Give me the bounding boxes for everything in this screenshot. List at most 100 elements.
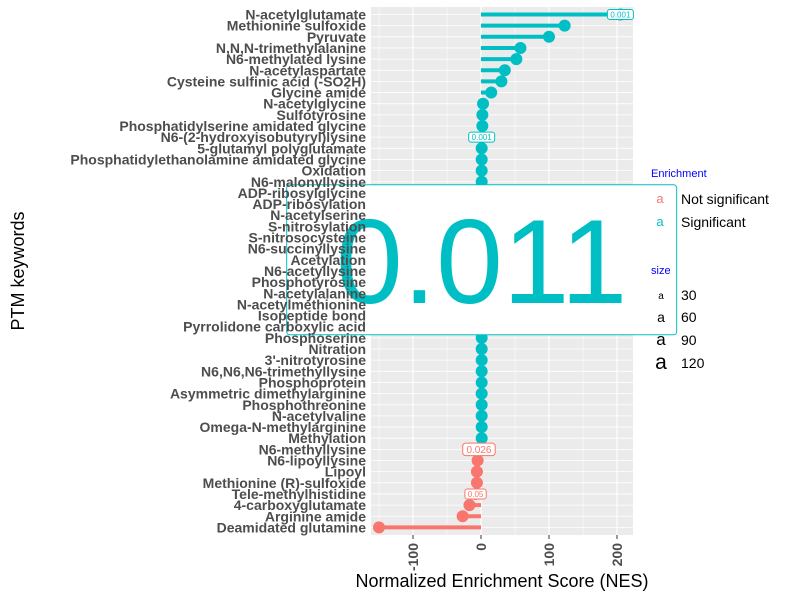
y-label-phosphothreonine: Phosphothreonine — [242, 397, 366, 413]
y-label-pyruvate: Pyruvate — [307, 29, 366, 45]
point-n6-n6-n6-trimethyllysine — [475, 365, 488, 378]
annotation-box-tele-methylhistidine — [464, 488, 487, 500]
point-n-acetylaspartate — [498, 64, 511, 77]
legend-size-key-120: a — [655, 351, 667, 374]
point-n6-methylated-lysine — [510, 53, 523, 66]
point-5-glutamyl-polyglutamate — [475, 142, 488, 155]
y-label-cysteine-sulfinic-acid-so2h: Cysteine sulfinic acid (-SO2H) — [167, 73, 366, 89]
point-asymmetric-dimethylarginine — [475, 387, 488, 400]
legend-label-significant: Significant — [681, 214, 746, 230]
y-label-3-nitrotyrosine: 3'-nitrotyrosine — [265, 352, 367, 368]
annotation-label-acetylation: 0.011 — [336, 195, 627, 329]
point-phosphoprotein — [475, 376, 488, 389]
legend-size-title: size — [651, 265, 671, 277]
x-tick-label-100: 100 — [541, 543, 557, 567]
y-label-sulfotyrosine: Sulfotyrosine — [277, 107, 367, 123]
y-label-lipoyl: Lipoyl — [325, 464, 366, 480]
y-label-n6-acetyllysine: N6-acetyllysine — [264, 263, 366, 279]
y-label-pyrrolidone-carboxylic-acid: Pyrrolidone carboxylic acid — [183, 319, 366, 335]
lollipop-marks: 0.001 0.001 0.011 0.026 0.05 — [286, 8, 678, 534]
y-label-n-acetylvaline: N-acetylvaline — [272, 408, 366, 424]
annotation-box-n-acetylglutamate — [606, 9, 634, 20]
y-label-phosphoserine: Phosphoserine — [265, 330, 366, 346]
point-phosphatidylserine-amidated-glycine — [476, 120, 489, 132]
point-n6-lipoyllysine — [471, 454, 484, 467]
y-label-n-acetylmethionine: N-acetylmethionine — [237, 296, 366, 312]
point-n-acetylglycine — [477, 97, 490, 110]
point-nitration — [475, 343, 488, 355]
annotation-box-acetylation — [286, 184, 678, 336]
annotation-box-n6-2-hydroxyisobutyryl-lysine — [468, 131, 496, 143]
legend-key-not-significant: a — [656, 191, 664, 206]
y-label-oxidation: Oxidation — [301, 163, 366, 179]
x-tick-label-neg100: -100 — [405, 543, 421, 571]
y-label-deamidated-glutamine: Deamidated glutamine — [217, 519, 367, 535]
y-label-n-acetylaspartate: N-acetylaspartate — [249, 62, 366, 78]
legend-enrichment-title: Enrichment — [651, 168, 707, 180]
point-phosphothreonine — [475, 398, 488, 411]
y-label-arginine-amide: Arginine amide — [265, 508, 366, 524]
annotation-label-n6-2-hydroxyisobutyryl-lysine: 0.001 — [472, 133, 493, 142]
x-axis-title: Normalized Enrichment Score (NES) — [355, 571, 648, 591]
point-4-carboxyglutamate — [463, 499, 476, 512]
legend-enrichment: Enrichment a Not significant a Significa… — [651, 168, 769, 230]
y-label-n-n-n-trimethylalanine: N,N,N-trimethylalanine — [216, 40, 366, 56]
point-phosphatidylethanolamine-amidated-glycine — [475, 153, 488, 166]
y-label-n6-methyllysine: N6-methyllysine — [259, 441, 367, 457]
point-pyruvate — [543, 30, 555, 43]
point-cysteine-sulfinic-acid-so2h — [495, 75, 508, 88]
point-methylation — [475, 432, 488, 445]
y-label-isopeptide-bond: Isopeptide bond — [258, 308, 366, 324]
point-n-acetylvaline — [475, 409, 488, 422]
y-label-phosphotyrosine: Phosphotyrosine — [252, 274, 367, 290]
y-label-n6-n6-n6-trimethyllysine: N6,N6,N6-trimethyllysine — [201, 363, 366, 379]
y-label-4-carboxyglutamate: 4-carboxyglutamate — [234, 497, 366, 513]
y-label-methionine-r-sulfoxide: Methionine (R)-sulfoxide — [203, 475, 367, 491]
point-omega-n-methylarginine — [475, 421, 488, 434]
x-tick-label-200: 200 — [609, 543, 625, 567]
y-label-methionine-sulfoxide: Methionine sulfoxide — [227, 18, 366, 34]
y-label-phosphoprotein: Phosphoprotein — [259, 374, 366, 390]
legend-size-label-120: 120 — [681, 355, 705, 371]
point-oxidation — [475, 164, 488, 177]
point-methionine-sulfoxide — [558, 19, 571, 32]
point-deamidated-glutamine — [373, 521, 385, 534]
legend-label-not-significant: Not significant — [681, 191, 769, 207]
y-label-phosphatidylserine-amidated-glycine: Phosphatidylserine amidated glycine — [119, 118, 366, 134]
annotation-box-n6-methyllysine — [462, 442, 496, 457]
y-label-nitration: Nitration — [308, 341, 366, 357]
y-label-n-acetylalanine: N-acetylalanine — [263, 285, 366, 301]
y-label-methylation: Methylation — [288, 430, 366, 446]
annotation-label-n-acetylglutamate: 0.001 — [610, 10, 631, 19]
y-label-n-acetylserine: N-acetylserine — [270, 207, 366, 223]
y-label-asymmetric-dimethylarginine: Asymmetric dimethylarginine — [170, 386, 366, 402]
y-label-phosphatidylethanolamine-amidated-glycine: Phosphatidylethanolamine amidated glycin… — [70, 151, 366, 167]
annotation-label-tele-methylhistidine: 0.05 — [468, 490, 484, 499]
legend-size-label-30: 30 — [681, 287, 697, 303]
point-arginine-amide — [456, 510, 469, 523]
y-axis-title: PTM keywords — [8, 211, 28, 330]
legend-size-key-60: a — [657, 309, 665, 325]
x-tick-labels: -100 0 100 200 — [405, 535, 625, 571]
y-label-s-nitrosylation: S-nitrosylation — [268, 218, 366, 234]
annotation-label-n6-methyllysine: 0.026 — [466, 445, 491, 456]
y-label-n6-methylated-lysine: N6-methylated lysine — [226, 51, 366, 67]
y-label-n6-2-hydroxyisobutyryl-lysine: N6-(2-hydroxyisobutyryl)lysine — [161, 129, 367, 145]
legend-size-key-30: a — [658, 291, 664, 302]
point-3-nitrotyrosine — [475, 354, 488, 367]
point-lipoyl — [470, 465, 483, 478]
y-label-n6-malonyllysine: N6-malonyllysine — [251, 174, 366, 190]
x-tick-label-0: 0 — [473, 543, 489, 551]
legend-size-key-90: a — [656, 330, 666, 349]
point-sulfotyrosine — [476, 108, 489, 121]
point-glycine-amide — [485, 86, 498, 99]
y-label-5-glutamyl-polyglutamate: 5-glutamyl polyglutamate — [197, 140, 366, 156]
y-label-n6-succinyllysine: N6-succinyllysine — [248, 241, 366, 257]
point-n-n-n-trimethylalanine — [514, 41, 527, 54]
y-label-omega-n-methylarginine: Omega-N-methylarginine — [200, 419, 367, 435]
y-label-adp-ribosylglycine: ADP-ribosylglycine — [238, 185, 367, 201]
legend-key-significant: a — [656, 214, 664, 229]
point-methionine-r-sulfoxide — [470, 476, 483, 489]
